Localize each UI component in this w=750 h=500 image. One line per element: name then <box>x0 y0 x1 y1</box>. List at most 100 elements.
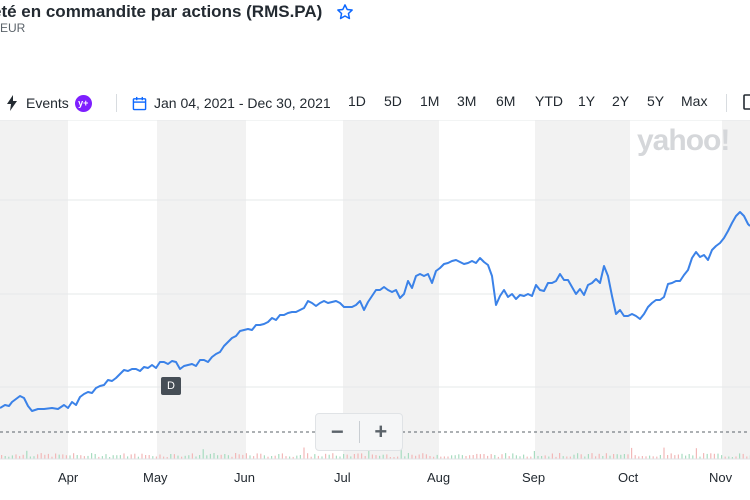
range-max[interactable]: Max <box>681 93 708 109</box>
star-icon[interactable] <box>336 3 354 21</box>
volume-bar <box>634 455 636 459</box>
range-5d[interactable]: 5D <box>384 93 402 109</box>
volume-bar <box>134 453 136 459</box>
volume-bar <box>202 449 204 459</box>
volume-bar <box>487 455 489 459</box>
x-tick-label: Nov <box>709 470 733 485</box>
price-chart[interactable]: Apr May Jun Jul Aug Sep Oct Nov <box>0 120 750 500</box>
volume-bar <box>105 454 107 459</box>
range-6m[interactable]: 6M <box>496 93 516 109</box>
x-tick-label: Sep <box>522 470 545 485</box>
volume-bar <box>526 456 528 459</box>
volume-bar <box>555 456 557 459</box>
volume-bar <box>742 453 744 459</box>
volume-bar <box>217 455 219 459</box>
volume-bar <box>130 454 132 459</box>
volume-bar <box>209 453 211 459</box>
volume-bar <box>447 456 449 459</box>
volume-bar <box>706 453 708 459</box>
volume-bar <box>735 456 737 459</box>
volume-bar <box>235 453 237 459</box>
volume-bar <box>328 454 330 459</box>
volume-bar <box>645 456 647 459</box>
volume-bar <box>425 454 427 459</box>
page-title: eté en commandite par actions (RMS.PA) <box>0 2 323 21</box>
range-1y[interactable]: 1Y <box>578 93 596 109</box>
range-5y[interactable]: 5Y <box>647 93 665 109</box>
chart-settings-icon[interactable] <box>743 94 750 113</box>
volume-bar <box>238 454 240 459</box>
volume-bar <box>429 456 431 459</box>
volume-bar <box>566 456 568 459</box>
range-1d[interactable]: 1D <box>348 93 366 109</box>
volume-bar <box>145 455 147 459</box>
volume-bar <box>400 448 402 459</box>
volume-bar <box>440 456 442 459</box>
volume-bar <box>253 456 255 459</box>
volume-bar <box>188 455 190 459</box>
volume-bar <box>163 456 165 459</box>
zoom-in-button[interactable]: + <box>374 419 388 444</box>
range-2y[interactable]: 2Y <box>612 93 630 109</box>
currency-label: EUR <box>0 21 26 35</box>
volume-bar <box>166 457 168 459</box>
zoom-out-button[interactable]: − <box>330 419 344 444</box>
date-range-picker[interactable]: Jan 04, 2021 - Dec 30, 2021 <box>132 93 331 113</box>
volume-bar <box>523 454 525 459</box>
volume-bar <box>22 454 24 459</box>
volume-bar <box>721 455 723 459</box>
volume-bar <box>659 455 661 459</box>
events-button[interactable]: Events y+ <box>6 93 92 113</box>
volume-bar <box>199 455 201 459</box>
volume-bar <box>652 456 654 459</box>
volume-bar <box>173 454 175 459</box>
volume-bar <box>184 455 186 459</box>
volume-bar <box>357 453 359 459</box>
volume-bar <box>379 455 381 459</box>
x-tick-label: Jun <box>234 470 255 485</box>
volume-bar <box>386 454 388 459</box>
volume-bar <box>55 453 57 459</box>
lightning-icon <box>6 95 18 111</box>
volume-bar <box>11 455 13 459</box>
volume-bar <box>137 456 139 459</box>
volume-bar <box>411 454 413 459</box>
volume-bar <box>101 456 103 459</box>
volume-bar <box>530 456 532 459</box>
volume-bar <box>321 456 323 459</box>
volume-bar <box>616 454 618 459</box>
volume-bar <box>580 454 582 459</box>
volume-bar <box>98 456 100 459</box>
volume-bar <box>699 456 701 459</box>
volume-bar <box>573 454 575 459</box>
volume-bar <box>227 455 229 459</box>
volume-bar <box>4 456 6 459</box>
volume-bar <box>454 455 456 459</box>
range-1m[interactable]: 1M <box>420 93 440 109</box>
dividend-event-marker[interactable]: D <box>161 377 181 395</box>
volume-bar <box>461 455 463 459</box>
zoom-controls: − + <box>315 413 403 451</box>
volume-bar <box>692 455 694 459</box>
chart-gridlines <box>0 120 750 388</box>
volume-bar <box>263 455 265 459</box>
volume-bars <box>1 447 750 459</box>
volume-bar <box>249 455 251 459</box>
volume-bar <box>256 453 258 459</box>
volume-bar <box>361 453 363 459</box>
volume-bar <box>51 456 53 459</box>
calendar-icon <box>132 96 147 111</box>
volume-bar <box>613 454 615 459</box>
range-ytd[interactable]: YTD <box>535 93 563 109</box>
volume-bar <box>595 456 597 459</box>
date-range-label: Jan 04, 2021 - Dec 30, 2021 <box>154 95 331 111</box>
volume-bar <box>325 453 327 459</box>
volume-bar <box>685 455 687 459</box>
volume-bar <box>674 455 676 459</box>
volume-bar <box>191 453 193 459</box>
toolbar-divider <box>116 94 117 112</box>
volume-bar <box>501 454 503 459</box>
volume-bar <box>112 455 114 459</box>
range-3m[interactable]: 3M <box>457 93 477 109</box>
volume-bar <box>494 455 496 459</box>
